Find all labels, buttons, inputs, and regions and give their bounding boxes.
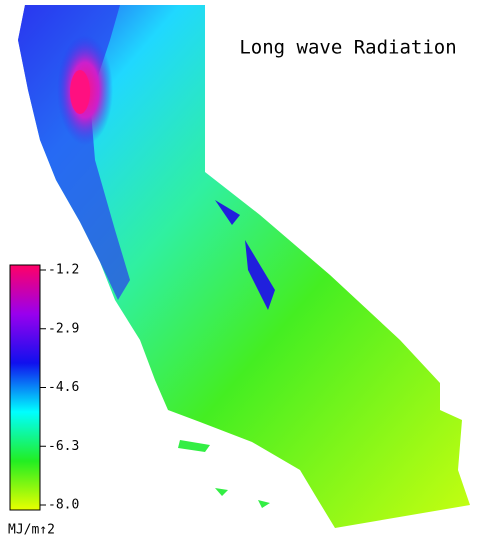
map-title: Long wave Radiation xyxy=(239,37,456,59)
colorbar-unit: MJ/m↑2 xyxy=(8,523,55,538)
colorbar-tick-label: -6.3 xyxy=(48,439,79,454)
colorbar-tick-label: -1.2 xyxy=(48,263,79,278)
colorbar-scale xyxy=(9,264,41,511)
colorbar: MJ/m↑2 -1.2 -2.9 -4.6 -6.3 -8.0 xyxy=(8,263,79,538)
colorbar-tick-label: -4.6 xyxy=(48,380,79,395)
colorbar-tick-label: -8.0 xyxy=(48,498,79,513)
colorbar-tick-label: -2.9 xyxy=(48,321,79,336)
california xyxy=(18,5,470,528)
